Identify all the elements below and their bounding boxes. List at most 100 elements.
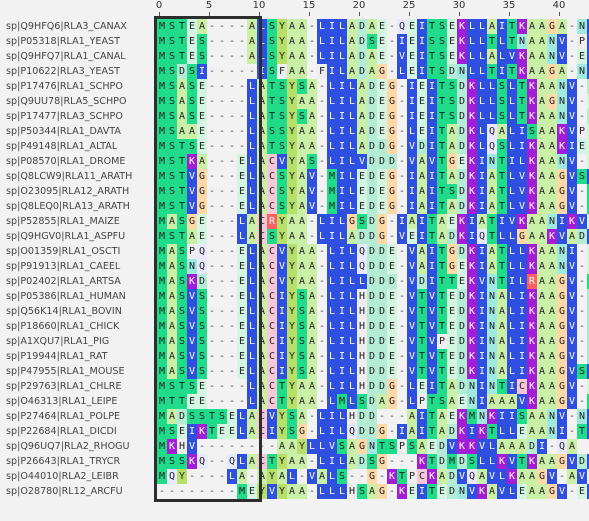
- residue-cell: S: [267, 34, 277, 49]
- sequence-name[interactable]: sp|P50344|RLA1_DAVTA: [6, 126, 121, 137]
- sequence-name[interactable]: sp|Q9HGV0|RLA1_ASPFU: [6, 231, 126, 242]
- sequence-name[interactable]: sp|P27464|RLA1_POLPE: [6, 411, 121, 422]
- sequence-name[interactable]: sp|Q8LEQ0|RLA13_ARATH: [6, 201, 130, 212]
- sequence-name[interactable]: sp|Q9HFQ7|RLA1_CANAL: [6, 51, 126, 62]
- residue-cell: M: [327, 169, 337, 184]
- residue-cell: A: [537, 349, 547, 364]
- gap-cell: -: [227, 394, 237, 409]
- sequence-name[interactable]: sp|P02402|RLA1_ARTSA: [6, 276, 121, 287]
- residue-cell: M: [157, 199, 167, 214]
- sequence-name[interactable]: sp|P52855|RLA1_MAIZE: [6, 216, 120, 227]
- residue-cell: A: [367, 64, 377, 79]
- sequence-name[interactable]: sp|O28780|RL12_ARCFU: [6, 486, 123, 497]
- residue-cell: L: [327, 319, 337, 334]
- sequence-name[interactable]: sp|O01359|RLA1_OSCTI: [6, 246, 121, 257]
- residue-cell: M: [157, 304, 167, 319]
- residue-cell: L: [347, 184, 357, 199]
- sequence-name[interactable]: sp|P17476|RLA1_SCHPO: [6, 81, 123, 92]
- residue-cell: L: [247, 139, 257, 154]
- residue-cell: I: [467, 424, 477, 439]
- residue-cell: L: [337, 34, 347, 49]
- sequence-name[interactable]: sp|P91913|RLA1_CAEEL: [6, 261, 121, 272]
- sequence-name[interactable]: sp|P29763|RLA1_CHLRE: [6, 381, 122, 392]
- residue-cell: Y: [287, 124, 297, 139]
- residue-cell: L: [467, 49, 477, 64]
- sequence-name[interactable]: sp|O23095|RLA12_ARATH: [6, 186, 130, 197]
- residue-cell: G: [197, 199, 207, 214]
- sequence-name[interactable]: sp|Q8LCW9|RLA11_ARATH: [6, 171, 133, 182]
- residue-cell: S: [277, 184, 287, 199]
- residue-cell: P: [437, 334, 447, 349]
- residue-cell: H: [357, 364, 367, 379]
- residue-cell: A: [487, 199, 497, 214]
- residue-cell: K: [517, 49, 527, 64]
- sequence-name[interactable]: sp|Q9HFQ6|RLA3_CANAX: [6, 21, 127, 32]
- sequence-name[interactable]: sp|P05386|RLA1_HUMAN: [6, 291, 126, 302]
- sequence-name[interactable]: sp|P49148|RLA1_ALTAL: [6, 141, 118, 152]
- sequence-name[interactable]: sp|P10622|RLA3_YEAST: [6, 66, 120, 77]
- sequence-name[interactable]: sp|P18660|RLA1_CHICK: [6, 321, 120, 332]
- residue-cell: D: [367, 229, 377, 244]
- gap-cell: -: [217, 319, 227, 334]
- sequence-name[interactable]: sp|P08570|RLA1_DROME: [6, 156, 126, 167]
- sequence-name[interactable]: sp|P19944|RLA1_RAT: [6, 351, 108, 362]
- sequence-name[interactable]: sp|O44010|RLA2_LEIBR: [6, 471, 119, 482]
- sequence-name[interactable]: sp|P05318|RLA1_YEAST: [6, 36, 120, 47]
- residue-cell: N: [487, 364, 497, 379]
- sequence-name[interactable]: sp|Q96UQ7|RLA2_RHOGU: [6, 441, 130, 452]
- residue-cell: S: [197, 49, 207, 64]
- sequence-name[interactable]: sp|P47955|RLA1_MOUSE: [6, 366, 125, 377]
- residue-cell: A: [407, 214, 417, 229]
- gap-cell: -: [317, 274, 327, 289]
- sequence-name[interactable]: sp|A1XQU7|RLA1_PIG: [6, 336, 110, 347]
- residue-cell: A: [297, 184, 307, 199]
- gap-cell: -: [397, 154, 407, 169]
- sequence-name[interactable]: sp|Q56K14|RLA1_BOVIN: [6, 306, 122, 317]
- residue-cell: S: [497, 139, 507, 154]
- sequence-name[interactable]: sp|P22684|RLA1_DICDI: [6, 426, 117, 437]
- residue-cell: G: [197, 169, 207, 184]
- sequence-name[interactable]: sp|Q9UU78|RLA5_SCHPO: [6, 96, 127, 107]
- sequence-name[interactable]: sp|O46313|RLA1_LEIPE: [6, 396, 118, 407]
- residue-cell: L: [477, 124, 487, 139]
- sequence-name[interactable]: sp|P26643|RLA1_TRYCR: [6, 456, 121, 467]
- residue-cell: I: [407, 184, 417, 199]
- residue-cell: D: [417, 139, 427, 154]
- residue-cell: A: [307, 289, 317, 304]
- sequence-name[interactable]: sp|P17477|RLA3_SCHPO: [6, 111, 123, 122]
- residue-cell: L: [247, 349, 257, 364]
